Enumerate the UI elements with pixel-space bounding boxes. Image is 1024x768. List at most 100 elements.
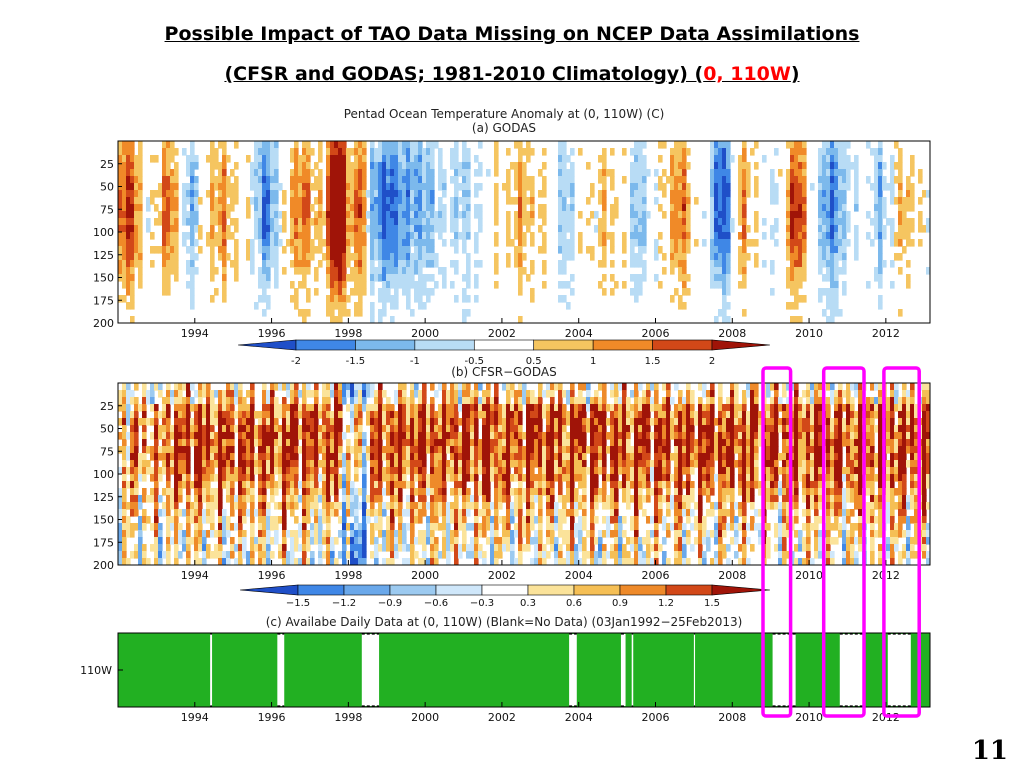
heatmap-cell [422,474,427,482]
heatmap-cell [798,246,803,254]
heatmap-cell [826,295,831,303]
heatmap-cell [234,502,239,510]
heatmap-cell [774,239,779,247]
heatmap-cell [506,232,511,240]
heatmap-cell [514,460,519,468]
heatmap-cell [386,439,391,447]
heatmap-cell [378,432,383,440]
heatmap-cell [386,218,391,226]
heatmap-cell [762,155,767,163]
heatmap-cell [830,225,835,233]
heatmap-cell [178,537,183,545]
heatmap-cell [482,390,487,398]
heatmap-cell [338,404,343,412]
heatmap-cell [642,155,647,163]
heatmap-cell [442,404,447,412]
heatmap-cell [522,162,527,170]
heatmap-cell [458,162,463,170]
heatmap-cell [446,544,451,552]
heatmap-cell [338,218,343,226]
heatmap-cell [722,148,727,156]
heatmap-cell [338,141,343,149]
heatmap-cell [398,530,403,538]
heatmap-cell [246,197,251,205]
heatmap-cell [194,558,199,565]
heatmap-cell [366,390,371,398]
heatmap-cell [518,316,523,323]
heatmap-cell [462,309,467,317]
heatmap-cell [462,488,467,496]
heatmap-cell [370,509,375,517]
heatmap-cell [130,141,135,149]
heatmap-cell [518,425,523,433]
heatmap-cell [830,204,835,212]
heatmap-cell [122,551,127,559]
heatmap-cell [146,495,151,503]
heatmap-cell [162,509,167,517]
heatmap-cell [366,516,371,524]
heatmap-cell [422,390,427,398]
heatmap-cell [470,397,475,405]
heatmap-cell [434,418,439,426]
heatmap-cell [186,488,191,496]
heatmap-cell [330,467,335,475]
heatmap-cell [430,551,435,559]
heatmap-cell [338,411,343,419]
heatmap-cell [378,155,383,163]
heatmap-cell [446,397,451,405]
heatmap-cell [306,260,311,268]
heatmap-cell [362,516,367,524]
heatmap-cell [450,432,455,440]
heatmap-cell [358,211,363,219]
heatmap-cell [710,281,715,289]
heatmap-cell [530,232,535,240]
heatmap-cell [130,253,135,261]
heatmap-cell [230,190,235,198]
heatmap-cell [422,148,427,156]
heatmap-cell [538,502,543,510]
heatmap-cell [118,295,123,303]
heatmap-cell [790,141,795,149]
heatmap-cell [122,218,127,226]
heatmap-cell [306,183,311,191]
heatmap-cell [210,425,215,433]
heatmap-cell [214,176,219,184]
heatmap-cell [390,176,395,184]
heatmap-cell [298,558,303,565]
heatmap-cell [142,404,147,412]
heatmap-cell [246,481,251,489]
heatmap-cell [826,204,831,212]
heatmap-cell [290,411,295,419]
heatmap-cell [154,383,159,391]
heatmap-cell [334,481,339,489]
heatmap-cell [346,509,351,517]
heatmap-cell [318,411,323,419]
heatmap-cell [834,239,839,247]
heatmap-cell [414,232,419,240]
heatmap-cell [398,169,403,177]
heatmap-cell [214,418,219,426]
heatmap-cell [510,537,515,545]
heatmap-cell [222,253,227,261]
heatmap-cell [330,281,335,289]
heatmap-cell [366,411,371,419]
heatmap-cell [522,544,527,552]
heatmap-cell [422,397,427,405]
heatmap-cell [822,274,827,282]
heatmap-cell [498,537,503,545]
heatmap-cell [630,197,635,205]
heatmap-cell [414,281,419,289]
heatmap-cell [510,162,515,170]
heatmap-cell [426,432,431,440]
heatmap-cell [434,460,439,468]
heatmap-cell [242,446,247,454]
heatmap-cell [846,162,851,170]
heatmap-cell [334,176,339,184]
heatmap-cell [242,516,247,524]
heatmap-cell [370,176,375,184]
heatmap-cell [274,246,279,254]
heatmap-cell [526,537,531,545]
heatmap-cell [526,439,531,447]
heatmap-cell [398,232,403,240]
heatmap-cell [362,439,367,447]
